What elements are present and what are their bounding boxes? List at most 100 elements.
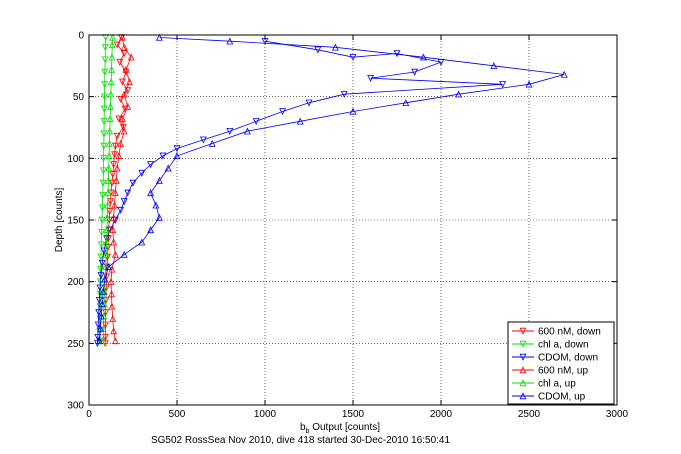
data-point <box>101 275 109 283</box>
data-point <box>101 68 109 76</box>
data-point <box>104 189 112 197</box>
data-point <box>243 127 251 135</box>
data-point <box>120 127 128 135</box>
data-point <box>95 296 103 304</box>
data-point <box>226 37 234 45</box>
data-point <box>103 226 111 234</box>
data-point <box>111 250 119 258</box>
data-point <box>100 142 108 150</box>
data-point <box>159 152 167 160</box>
data-point <box>120 43 128 51</box>
data-point <box>113 41 121 49</box>
data-point <box>120 198 128 206</box>
data-point <box>104 201 112 209</box>
data-point <box>97 266 105 274</box>
data-point <box>138 169 146 177</box>
series-line <box>99 37 565 341</box>
data-point <box>199 136 207 144</box>
data-point <box>101 93 108 101</box>
legend-label: chl a, down <box>538 340 589 351</box>
data-point <box>349 107 357 115</box>
data-point <box>98 229 106 237</box>
data-point <box>107 90 115 98</box>
data-point <box>305 99 313 107</box>
data-point <box>519 366 527 374</box>
data-point <box>129 179 137 187</box>
data-point <box>173 152 181 160</box>
data-point <box>103 238 111 246</box>
data-point <box>100 105 108 113</box>
axis-ticks: 0 500 1000 1500 2000 2500 3000 0 50 100 150 200 250 3… <box>67 31 628 421</box>
data-point <box>96 284 104 292</box>
series-600-nm-up <box>107 33 135 345</box>
data-point <box>111 151 118 159</box>
data-point <box>110 238 118 246</box>
data-point <box>99 192 107 200</box>
data-point <box>519 392 527 400</box>
legend-label: CDOM, up <box>538 392 586 403</box>
data-point <box>124 189 132 197</box>
data-point <box>102 321 109 329</box>
data-point <box>103 213 111 221</box>
data-point <box>147 189 155 197</box>
y-tick-label: 50 <box>73 92 85 103</box>
data-point <box>111 201 118 209</box>
y-tick-label: 100 <box>67 154 84 165</box>
data-point <box>106 115 114 123</box>
data-point <box>115 152 123 160</box>
data-point <box>110 161 118 169</box>
data-point <box>519 353 527 361</box>
data-point <box>108 41 116 49</box>
x-tick-label: 2500 <box>518 409 541 420</box>
data-point <box>111 337 119 345</box>
x-tick-label: 2000 <box>430 409 453 420</box>
data-point <box>107 102 114 110</box>
data-point <box>411 68 419 76</box>
data-point <box>113 164 121 172</box>
data-point <box>100 130 108 138</box>
data-point <box>101 333 109 341</box>
data-point <box>120 90 128 98</box>
data-point <box>117 139 125 147</box>
data-point <box>97 241 105 249</box>
data-point <box>349 54 357 61</box>
data-point <box>173 145 181 153</box>
data-point <box>109 314 117 322</box>
series-cdom-down <box>94 37 507 348</box>
data-point <box>108 65 115 73</box>
data-point <box>106 208 114 216</box>
data-point <box>99 179 107 187</box>
data-point <box>122 65 130 73</box>
data-point <box>98 259 106 267</box>
data-point <box>147 161 155 169</box>
data-point <box>100 247 108 255</box>
data-point <box>100 118 108 126</box>
data-point <box>104 176 112 184</box>
data-point <box>109 226 117 234</box>
data-point <box>367 74 375 82</box>
caption-text: SG502 RossSea Nov 2010, dive 418 started… <box>150 435 451 446</box>
y-tick-label: 300 <box>67 401 84 412</box>
data-point <box>97 272 105 280</box>
data-point <box>98 300 106 308</box>
x-tick-label: 3000 <box>606 409 629 420</box>
x-tick-label: 0 <box>86 409 92 420</box>
data-point <box>560 70 568 78</box>
data-point <box>107 277 115 285</box>
data-point <box>155 33 163 41</box>
data-point <box>102 250 110 258</box>
y-axis-label: Depth [counts] <box>54 188 65 253</box>
data-point <box>419 53 427 61</box>
data-point <box>116 58 124 66</box>
data-point <box>490 62 498 70</box>
data-point <box>138 238 146 246</box>
x-tick-label: 1500 <box>342 409 365 420</box>
data-point <box>127 53 135 61</box>
y-tick-label: 250 <box>67 339 84 350</box>
legend-label: chl a, up <box>538 379 576 390</box>
data-point <box>118 78 126 86</box>
legend-box <box>507 321 615 405</box>
data-point <box>118 115 126 123</box>
data-point <box>110 327 118 335</box>
